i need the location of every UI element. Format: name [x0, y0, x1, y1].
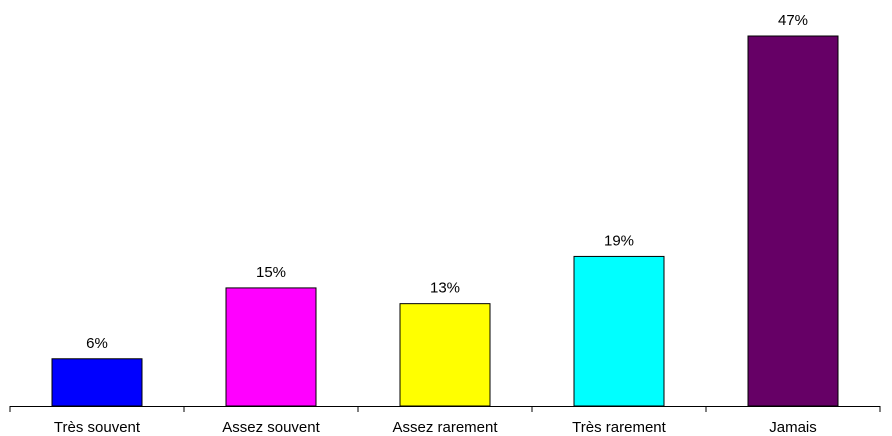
x-tick-label-assez-souvent: Assez souvent: [222, 419, 320, 436]
data-label-tres-rarement: 19%: [604, 232, 634, 249]
x-tick-label-jamais: Jamais: [769, 419, 817, 436]
x-axis-ticks-group: [9, 406, 881, 412]
bar-tres-rarement: [573, 255, 665, 407]
bar-assez-rarement: [399, 303, 491, 407]
data-label-assez-souvent: 15%: [256, 264, 286, 281]
value-labels-group: 6% 15% 13% 19% 47%: [86, 12, 808, 352]
data-label-jamais: 47%: [778, 12, 808, 29]
x-axis-tick-labels-group: Très souvent Assez souvent Assez rarement T…: [54, 419, 817, 436]
data-label-tres-souvent: 6%: [86, 335, 108, 352]
bars-group: [51, 35, 839, 407]
bar-jamais: [747, 35, 839, 407]
bar-assez-souvent: [225, 287, 317, 407]
data-label-assez-rarement: 13%: [430, 280, 460, 297]
x-tick-label-assez-rarement: Assez rarement: [392, 419, 498, 436]
x-tick-label-tres-rarement: Très rarement: [572, 419, 666, 436]
bar-tres-souvent: [51, 358, 143, 407]
x-tick-label-tres-souvent: Très souvent: [54, 419, 141, 436]
